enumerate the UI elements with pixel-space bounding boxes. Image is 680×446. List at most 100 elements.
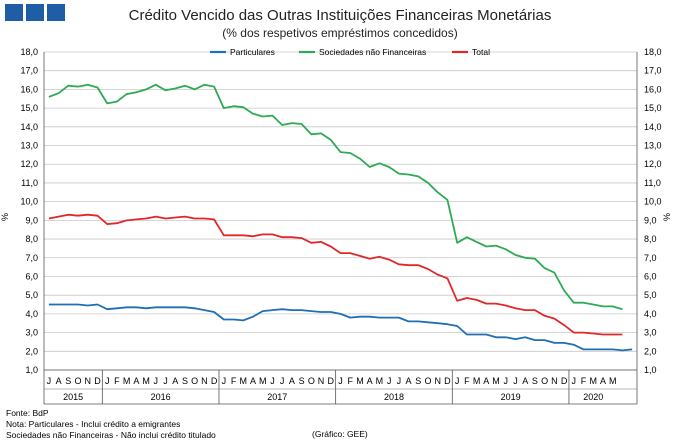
x-tick-month-label: S: [65, 376, 71, 386]
y-tick-label-left: 1,0: [25, 365, 38, 375]
x-tick-month-label: M: [356, 376, 364, 386]
x-tick-month-label: O: [541, 376, 548, 386]
x-tick-month-label: J: [163, 376, 168, 386]
series-line-3: [48, 213, 623, 336]
x-tick-month-label: M: [123, 376, 131, 386]
logo-block-1: [5, 4, 23, 21]
y-tick-label-left: 4,0: [25, 309, 38, 319]
x-tick-month-label: F: [347, 376, 353, 386]
x-tick-month-label: J: [105, 376, 110, 386]
x-tick-month-label: J: [47, 376, 52, 386]
x-tick-month-label: S: [299, 376, 305, 386]
y-tick-label-right: 6,0: [644, 271, 657, 281]
x-tick-month-label: N: [201, 376, 208, 386]
x-tick-month-label: D: [328, 376, 335, 386]
note-line-2: Sociedades não Financeiras - Não inclui …: [6, 430, 216, 440]
x-tick-month-label: F: [231, 376, 237, 386]
y-tick-label-right: 14,0: [644, 122, 662, 132]
x-year-label: 2017: [267, 392, 287, 402]
x-tick-month-label: O: [308, 376, 315, 386]
logo-block-2: [26, 4, 44, 21]
x-tick-month-label: J: [270, 376, 275, 386]
x-year-label: 2015: [63, 392, 83, 402]
note-line-1: Nota: Particulares - Inclui crédito a em…: [6, 419, 181, 429]
legend-label: Sociedades não Financeiras: [319, 47, 426, 57]
x-tick-month-label: A: [172, 376, 178, 386]
y-tick-label-right: 13,0: [644, 141, 662, 151]
logo-block-3: [47, 4, 65, 21]
x-year-label: 2018: [384, 392, 404, 402]
x-tick-month-label: J: [387, 376, 392, 386]
x-tick-month-label: N: [434, 376, 441, 386]
y-tick-label-right: 16,0: [644, 84, 662, 94]
x-tick-month-label: J: [338, 376, 343, 386]
x-tick-month-label: J: [455, 376, 460, 386]
series-line-1: [48, 303, 633, 352]
y-tick-label-left: 12,0: [20, 159, 38, 169]
x-tick-month-label: D: [94, 376, 101, 386]
y-tick-label-left: 2,0: [25, 346, 38, 356]
x-tick-month-label: O: [191, 376, 198, 386]
y-tick-label-right: 8,0: [644, 234, 657, 244]
x-year-label: 2020: [583, 392, 603, 402]
x-year-label: 2019: [501, 392, 521, 402]
y-tick-label-left: 9,0: [25, 215, 38, 225]
y-tick-label-left: 13,0: [20, 141, 38, 151]
y-axis-label-right: %: [662, 213, 672, 221]
x-tick-month-label: J: [154, 376, 159, 386]
y-tick-label-right: 3,0: [644, 328, 657, 338]
x-tick-month-label: M: [259, 376, 267, 386]
y-tick-label-left: 8,0: [25, 234, 38, 244]
x-tick-month-label: D: [444, 376, 451, 386]
x-tick-month-label: J: [222, 376, 227, 386]
x-tick-month-label: D: [211, 376, 218, 386]
x-tick-month-label: A: [133, 376, 139, 386]
x-tick-month-label: J: [504, 376, 509, 386]
x-tick-month-label: J: [513, 376, 518, 386]
x-tick-month-label: F: [581, 376, 587, 386]
x-tick-month-label: M: [376, 376, 384, 386]
source-note: Fonte: BdP: [6, 408, 49, 418]
y-tick-label-left: 6,0: [25, 271, 38, 281]
y-tick-label-left: 11,0: [21, 178, 38, 188]
y-tick-label-right: 9,0: [644, 215, 657, 225]
x-tick-month-label: A: [522, 376, 528, 386]
y-tick-label-right: 5,0: [644, 290, 657, 300]
x-tick-month-label: A: [483, 376, 489, 386]
y-tick-label-right: 12,0: [644, 159, 662, 169]
x-tick-month-label: A: [600, 376, 606, 386]
y-tick-label-left: 14,0: [20, 122, 38, 132]
chart-subtitle: (% dos respetivos empréstimos concedidos…: [222, 26, 458, 40]
x-tick-month-label: N: [551, 376, 558, 386]
x-tick-month-label: J: [572, 376, 577, 386]
x-tick-month-label: O: [75, 376, 82, 386]
x-tick-month-label: M: [590, 376, 598, 386]
x-tick-month-label: M: [240, 376, 248, 386]
y-tick-label-right: 11,0: [644, 178, 661, 188]
x-tick-month-label: A: [367, 376, 373, 386]
y-tick-label-left: 5,0: [25, 290, 38, 300]
y-tick-label-right: 1,0: [644, 365, 657, 375]
y-axis-label-left: %: [0, 213, 10, 221]
y-tick-label-right: 17,0: [644, 66, 662, 76]
x-tick-month-label: D: [561, 376, 568, 386]
series-line-2: [48, 83, 623, 311]
x-tick-month-label: S: [182, 376, 188, 386]
x-tick-month-label: A: [56, 376, 62, 386]
y-tick-label-right: 18,0: [644, 47, 662, 57]
x-tick-month-label: M: [492, 376, 500, 386]
gee-logo: [5, 4, 65, 21]
x-tick-month-label: A: [289, 376, 295, 386]
x-tick-month-label: F: [114, 376, 120, 386]
x-tick-month-label: A: [406, 376, 412, 386]
legend-label: Particulares: [230, 47, 275, 57]
x-tick-month-label: N: [318, 376, 325, 386]
legend-label: Total: [472, 47, 490, 57]
chart-credit: (Gráfico: GEE): [312, 429, 368, 439]
y-tick-label-left: 3,0: [25, 328, 38, 338]
y-tick-label-right: 2,0: [644, 346, 657, 356]
x-year-label: 2016: [151, 392, 171, 402]
y-tick-label-right: 4,0: [644, 309, 657, 319]
x-tick-month-label: O: [424, 376, 431, 386]
